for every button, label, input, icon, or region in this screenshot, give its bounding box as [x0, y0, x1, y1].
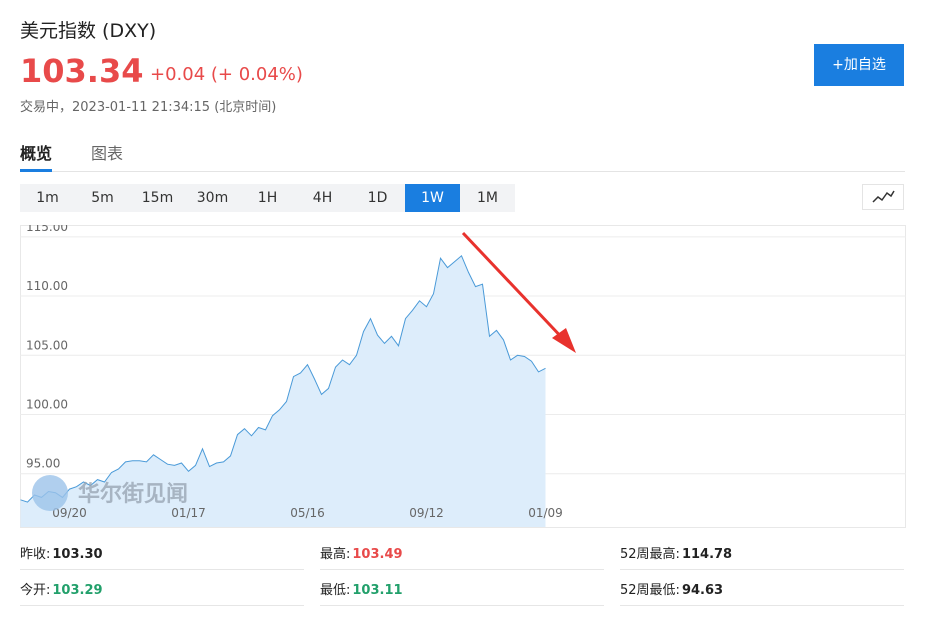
stat: 今开: 103.29 — [20, 579, 103, 598]
stat-label: 今开: — [20, 583, 51, 598]
x-tick-label: 01/09 — [528, 506, 563, 520]
period-button[interactable]: 15m — [141, 190, 174, 206]
y-tick-label: 95.00 — [26, 457, 60, 471]
stat-label: 昨收: — [20, 547, 51, 562]
status: 交易中，2023-01-11 21:34:15 (北京时间) — [20, 100, 277, 115]
period-button[interactable]: 5m — [91, 190, 114, 206]
change: +0.04 (+ 0.04%) — [150, 64, 303, 85]
x-tick-label: 09/12 — [409, 506, 444, 520]
divider — [620, 569, 904, 570]
y-tick-label: 115.00 — [26, 225, 68, 234]
price: 103.34 — [20, 52, 144, 90]
chart-icon — [872, 190, 895, 203]
y-tick-label: 110.00 — [26, 279, 68, 293]
stat-value: 103.29 — [52, 583, 103, 598]
period-button[interactable]: 1D — [367, 190, 388, 206]
chart-type-button[interactable] — [862, 184, 904, 210]
period-button[interactable]: 1H — [257, 190, 278, 206]
period-button[interactable]: 4H — [312, 190, 333, 206]
divider — [320, 605, 604, 606]
stat-label: 最低: — [320, 583, 351, 598]
divider — [320, 569, 604, 570]
divider — [20, 605, 304, 606]
period-button[interactable]: 1m — [36, 190, 59, 206]
period-button[interactable]: 1W — [405, 184, 460, 212]
watermark-logo — [32, 475, 68, 511]
period-button[interactable]: 30m — [196, 190, 229, 206]
stat-value: 103.49 — [352, 547, 403, 562]
line — [20, 254, 546, 503]
divider — [620, 605, 904, 606]
stat: 52周最低: 94.63 — [620, 579, 723, 598]
period-button[interactable]: 1M — [477, 190, 498, 206]
x-tick-label: 05/16 — [290, 506, 325, 520]
stat: 昨收: 103.30 — [20, 543, 103, 562]
y-tick-label: 105.00 — [26, 338, 68, 352]
y-tick-label: 100.00 — [26, 397, 68, 411]
annotation-arrow — [461, 231, 576, 353]
area — [20, 255, 546, 528]
stat: 最高: 103.49 — [320, 543, 403, 562]
stat: 52周最高: 114.78 — [620, 543, 732, 562]
tab[interactable]: 概览 — [20, 140, 53, 172]
x-tick-label: 01/17 — [171, 506, 206, 520]
stat-value: 103.30 — [52, 547, 103, 562]
divider — [20, 569, 304, 570]
stat-label: 52周最高: — [620, 547, 680, 562]
add-watchlist-button[interactable]: +加自选 — [814, 44, 904, 86]
plot-border — [20, 225, 906, 528]
chart: 95.00 100.00 105.00 110.00 115.00 09/20 01/17 0… — [20, 225, 906, 528]
tab[interactable]: 图表 — [91, 144, 124, 163]
stat: 最低: 103.11 — [320, 579, 403, 598]
stat-value: 114.78 — [681, 547, 733, 562]
x-tick-label: 09/20 — [52, 506, 87, 520]
stat-label: 52周最低: — [620, 583, 680, 598]
watermark: 华尔街见闻 — [78, 481, 188, 507]
title: 美元指数 (DXY) — [20, 20, 157, 42]
stat-value: 94.63 — [681, 583, 724, 598]
stat-label: 最高: — [320, 547, 351, 562]
stat-value: 103.11 — [352, 583, 403, 598]
divider — [20, 171, 905, 172]
